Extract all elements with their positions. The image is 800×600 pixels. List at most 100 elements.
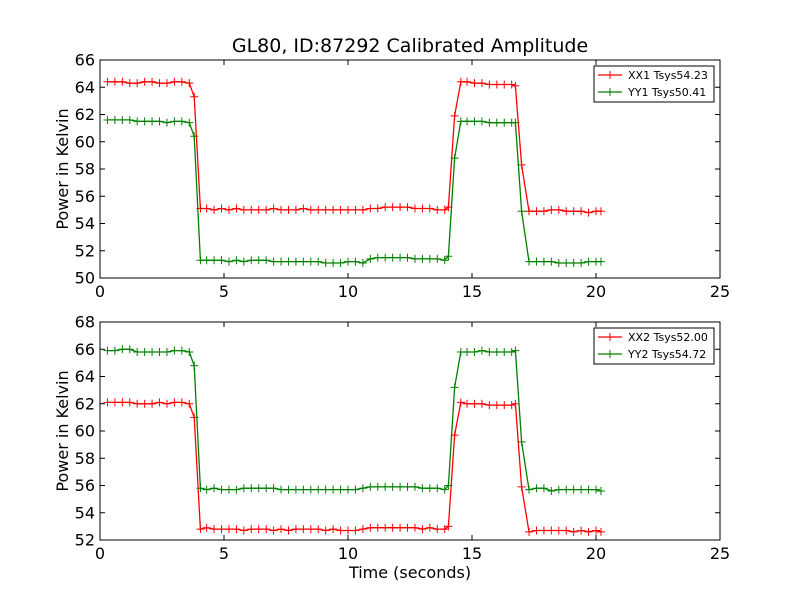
top-series-1-point [224,205,233,214]
bottom-series-1-point [314,525,323,534]
bottom-series-2-point [388,482,397,491]
bottom-series-2-point [284,485,293,494]
bottom-series-2-point [110,346,119,355]
bottom-series-2-point [291,485,300,494]
top-y-tick-label: 64 [75,78,95,97]
bottom-series-1-point [525,527,534,536]
top-series-2-point [418,254,427,263]
bottom-series-1-point [425,523,434,532]
top-y-tick-label: 56 [75,187,95,206]
bottom-series-2-point [463,347,472,356]
top-series-2-point [433,254,442,263]
top-series-1-point [450,111,459,120]
bottom-series-2-point [306,485,315,494]
top-series-1-point [525,207,534,216]
bottom-series-1-point [277,525,286,534]
top-series-1-point [373,204,382,213]
bottom-series-2-point [329,485,338,494]
bottom-series-1-point [232,525,241,534]
top-series-2-point [500,118,509,127]
top-series-2-point [125,115,134,124]
bottom-series-1-point [517,482,526,491]
bottom-x-tick-label: 5 [219,544,229,563]
bottom-ylabel: Power in Kelvin [53,370,72,491]
top-y-tick-label: 58 [75,160,95,179]
top-series-2-point [517,207,526,216]
top-series-2-point [577,259,586,268]
bottom-series-1-point [596,527,605,536]
top-series-1-point [103,77,112,86]
top-series-2-point [210,256,219,265]
bottom-series-2-point [410,482,419,491]
bottom-series-2-point [507,347,516,356]
bottom-series-2-point [262,484,271,493]
top-series-2-point [232,256,241,265]
bottom-series-2-point [185,347,194,356]
bottom-legend-marker-2 [606,350,614,358]
bottom-series-1-point [433,525,442,534]
bottom-y-tick-label: 52 [75,531,95,550]
bottom-series-1-point [456,398,465,407]
bottom-x-tick-label: 10 [338,544,358,563]
top-legend-label-2: YY1 Tsys50.41 [627,86,706,99]
top-y-tick-label: 50 [75,269,95,288]
bottom-series-2-point [118,345,127,354]
top-series-2-point [425,254,434,263]
bottom-series-2-point [133,347,142,356]
top-series-2-point [440,256,449,265]
top-y-tick-label: 66 [75,51,95,70]
top-series-2-point [155,117,164,126]
bottom-series-1-point [366,523,375,532]
top-series-2-point [118,115,127,124]
bottom-series-1-point [224,525,233,534]
top-series-2-point [351,257,360,266]
top-series-2-point [329,259,338,268]
top-series-1-point [539,207,548,216]
bottom-series-1-point [547,526,556,535]
bottom-series-1-point [110,398,119,407]
top-series-1-point [232,204,241,213]
top-series-1-point [202,204,211,213]
top-legend-box [593,65,715,103]
bottom-series-2-point [381,482,390,491]
top-series-2-point [539,257,548,266]
top-series-2-point [217,256,226,265]
top-series-2-point [314,257,323,266]
top-series-1-point [247,205,256,214]
bottom-series-2-point [103,346,112,355]
bottom-series-1-point [306,525,315,534]
bottom-series-1-point [532,526,541,535]
top-series-2-point [190,132,199,141]
bottom-series-2-point [314,485,323,494]
bottom-series-1-point [507,401,516,410]
bottom-series-1-point [177,398,186,407]
top-series-2-point [202,256,211,265]
top-series-2-point [336,259,345,268]
top-series-2-point [358,259,367,268]
top-series-1-point [358,205,367,214]
bottom-series-2-point [562,485,571,494]
top-series-1-point [532,207,541,216]
top-series-2-point [532,257,541,266]
bottom-series-1-point [133,399,142,408]
bottom-series-2-point [433,484,442,493]
top-series-2-point [110,115,119,124]
bottom-series-2-point [155,347,164,356]
bottom-series-1-point [485,401,494,410]
top-x-tick-label: 25 [710,282,730,301]
bottom-series-1-point [291,525,300,534]
bottom-y-tick-label: 54 [75,503,95,522]
top-series-2-point [239,257,248,266]
bottom-y-tick-label: 62 [75,394,95,413]
top-series-2-point [569,259,578,268]
bottom-series-2-point [525,485,534,494]
bottom-series-2-point [125,345,134,354]
bottom-series-2-point [596,486,605,495]
bottom-series-2-point [584,485,593,494]
top-series-2-point [140,117,149,126]
bottom-series-1-point [247,525,256,534]
top-ylabel: Power in Kelvin [53,108,72,229]
top-series-2-point [148,117,157,126]
top-series-1-point [507,80,516,89]
